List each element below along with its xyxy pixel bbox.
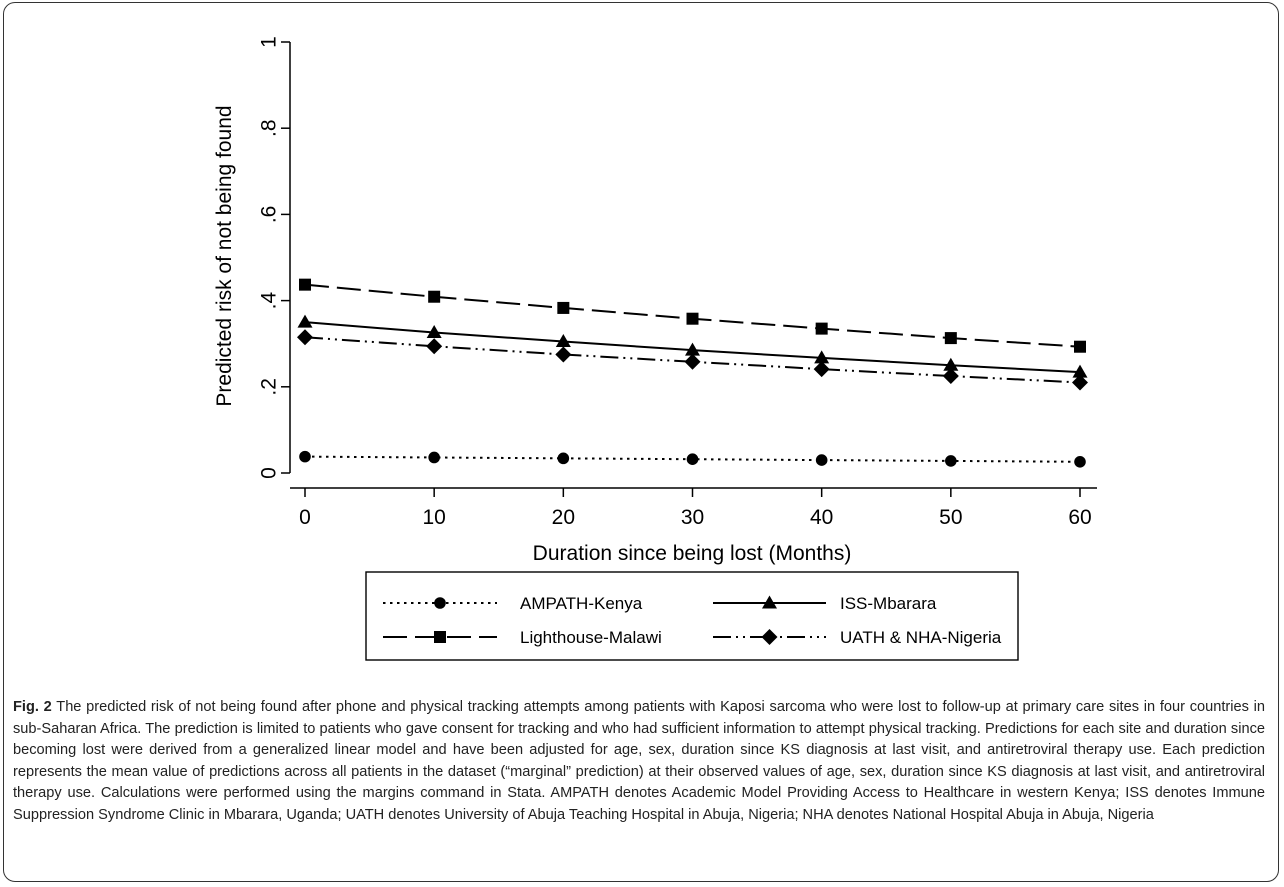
- data-point: [943, 357, 959, 371]
- caption-text: The predicted risk of not being found af…: [13, 699, 1266, 823]
- legend-marker: [434, 631, 446, 643]
- legend-label: AMPATH-Kenya: [520, 594, 643, 613]
- legend-item: AMPATH-Kenya: [383, 594, 643, 613]
- data-point: [428, 290, 441, 303]
- data-point: [1074, 455, 1086, 468]
- data-point: [814, 350, 830, 364]
- data-point: [299, 278, 311, 291]
- legend-box: [365, 571, 1019, 661]
- legend-label: Lighthouse-Malawi: [520, 628, 662, 647]
- x-tick-label: 10: [422, 506, 445, 529]
- data-point: [1072, 364, 1088, 378]
- y-tick-label: 1: [258, 36, 281, 48]
- x-tick-label: 50: [939, 506, 962, 529]
- legend-item: Lighthouse-Malawi: [383, 628, 662, 647]
- data-point: [1072, 374, 1088, 391]
- y-axis-title: Predicted risk of not being found: [213, 105, 236, 406]
- data-point: [555, 346, 572, 363]
- x-tick-label: 0: [299, 506, 311, 529]
- y-tick-label: .6: [258, 206, 281, 224]
- data-point: [426, 324, 442, 338]
- figure-frame: [3, 2, 1279, 882]
- series-uath-nha-nigeria: [297, 329, 1088, 391]
- y-tick-label: .4: [258, 292, 281, 310]
- x-tick-label: 30: [681, 506, 704, 529]
- data-point: [299, 450, 311, 463]
- data-point: [1074, 340, 1086, 353]
- data-point: [555, 334, 571, 348]
- legend-marker: [762, 595, 777, 609]
- data-point: [686, 453, 699, 466]
- data-point: [685, 342, 700, 356]
- x-axis-title: Duration since being lost (Months): [533, 542, 852, 565]
- legend-item: ISS-Mbarara: [713, 594, 937, 613]
- x-tick-label: 20: [552, 506, 575, 529]
- legend: AMPATH-Kenya ISS-Mbarara Lighthouse-Malawi…: [365, 571, 1019, 661]
- y-tick-label: 0: [258, 467, 281, 479]
- data-point: [428, 451, 440, 464]
- data-point: [297, 329, 313, 346]
- data-point: [944, 332, 957, 345]
- series-layer: [297, 278, 1088, 468]
- y-tick-label: .8: [258, 119, 281, 137]
- data-point: [945, 455, 957, 467]
- data-point: [686, 312, 699, 325]
- series-ampath-kenya: [299, 450, 1086, 468]
- axes: 0.2.4.6.810 10 20 30 40 50 60: [258, 36, 1097, 529]
- line-chart: 0.2.4.6.810 10 20 30 40 50 60 Duration since b…: [213, 36, 1097, 661]
- caption-label: Fig. 2: [13, 699, 52, 715]
- x-tick-label: 40: [810, 506, 833, 529]
- series-iss-mbarara: [297, 314, 1088, 378]
- figure-caption: Fig. 2 The predicted risk of not being f…: [13, 697, 1265, 826]
- series-lighthouse-malawi: [299, 278, 1086, 353]
- data-point: [684, 353, 701, 370]
- data-point: [813, 361, 830, 378]
- data-point: [426, 338, 443, 355]
- legend-item: UATH & NHA-Nigeria: [713, 628, 1002, 647]
- x-tick-label: 60: [1068, 506, 1091, 529]
- y-tick-label: .2: [258, 378, 281, 396]
- legend-label: ISS-Mbarara: [840, 594, 937, 613]
- legend-marker: [761, 629, 778, 645]
- data-point: [815, 454, 828, 466]
- data-point: [815, 322, 828, 335]
- data-point: [942, 368, 959, 385]
- legend-label: UATH & NHA-Nigeria: [840, 628, 1002, 647]
- legend-marker: [434, 597, 446, 609]
- data-point: [557, 452, 570, 465]
- data-point: [297, 314, 313, 328]
- data-point: [557, 301, 570, 314]
